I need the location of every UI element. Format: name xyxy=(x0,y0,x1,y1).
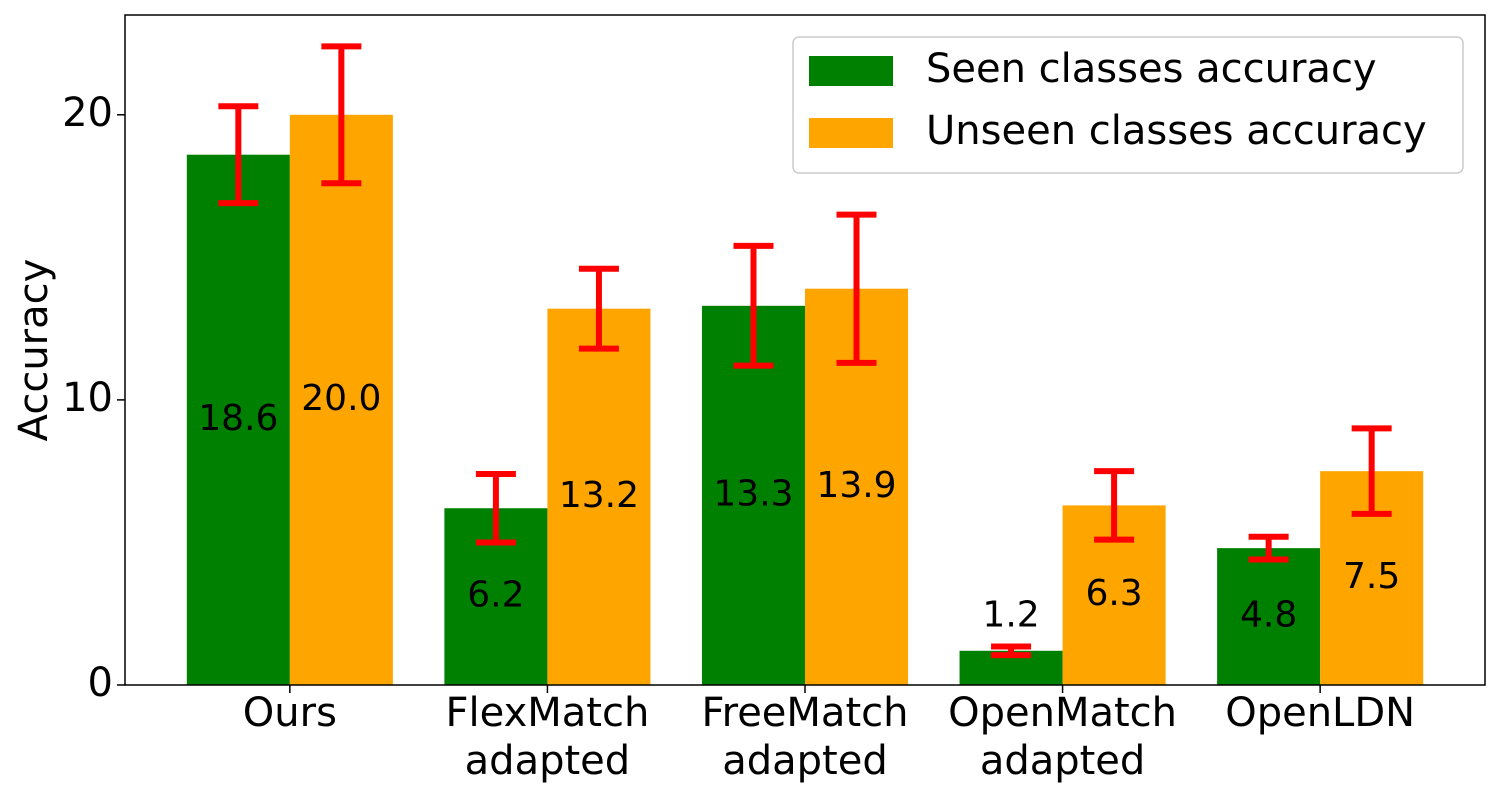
error-bar xyxy=(1351,425,1392,517)
bar xyxy=(1217,548,1321,685)
data-label: 6.3 xyxy=(1085,573,1142,614)
data-label: 7.5 xyxy=(1343,556,1400,597)
x-tick-label: FlexMatch adapted xyxy=(446,690,650,784)
data-label: 20.0 xyxy=(301,378,381,419)
error-bar xyxy=(836,211,877,366)
bar xyxy=(701,305,805,685)
error-bar xyxy=(1248,533,1289,563)
x-tick-label: OpenMatch adapted xyxy=(948,690,1177,784)
bar xyxy=(186,154,290,685)
data-label: 13.3 xyxy=(713,473,793,514)
error-bar xyxy=(475,471,516,546)
x-tick-label: Ours xyxy=(243,690,337,736)
data-label: 1.2 xyxy=(982,595,1039,636)
legend-swatch xyxy=(809,56,893,86)
x-tick-label: FreeMatch adapted xyxy=(702,690,909,784)
legend-label: Unseen classes accuracy xyxy=(926,108,1427,154)
error-bar xyxy=(321,43,362,187)
error-bar xyxy=(578,265,619,352)
error-bar xyxy=(218,103,259,207)
y-axis-label: Accuracy xyxy=(11,259,57,442)
bar xyxy=(547,308,651,685)
plot-frame xyxy=(124,14,1486,686)
data-label: 6.2 xyxy=(467,575,524,616)
error-bar xyxy=(733,242,774,369)
legend-swatch xyxy=(809,118,893,148)
data-label: 4.8 xyxy=(1240,595,1297,636)
error-bar xyxy=(1094,468,1135,543)
y-tick-label: 20 xyxy=(62,90,113,136)
y-tick-label: 0 xyxy=(88,660,113,706)
error-bar xyxy=(991,643,1032,659)
y-tick-label: 10 xyxy=(62,375,113,421)
x-tick-label: OpenLDN xyxy=(1225,690,1415,736)
data-label: 13.2 xyxy=(559,475,639,516)
legend-label: Seen classes accuracy xyxy=(926,46,1377,92)
data-label: 18.6 xyxy=(198,398,278,439)
data-label: 13.9 xyxy=(816,465,896,506)
bar xyxy=(289,114,393,685)
legend-box xyxy=(792,36,1464,174)
